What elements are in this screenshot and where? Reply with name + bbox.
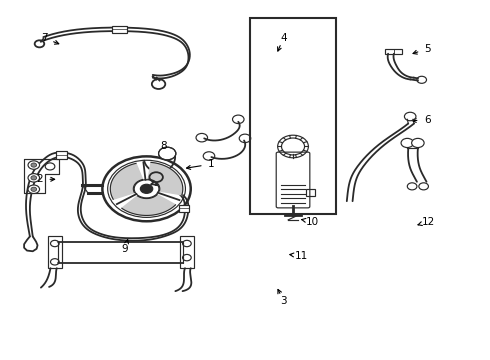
Circle shape xyxy=(31,187,37,192)
Bar xyxy=(250,18,336,213)
Bar xyxy=(306,189,315,196)
Bar xyxy=(48,237,62,268)
Polygon shape xyxy=(122,195,175,215)
Circle shape xyxy=(28,161,40,169)
Circle shape xyxy=(45,163,55,170)
Bar xyxy=(113,26,127,32)
Text: 7: 7 xyxy=(41,33,48,43)
Text: 2: 2 xyxy=(36,174,43,184)
Bar xyxy=(385,49,402,54)
Text: 5: 5 xyxy=(424,44,431,54)
Circle shape xyxy=(140,184,153,193)
Text: 6: 6 xyxy=(424,115,431,125)
Polygon shape xyxy=(110,163,143,199)
Circle shape xyxy=(401,138,414,148)
Text: 12: 12 xyxy=(422,217,435,227)
Bar xyxy=(179,205,189,212)
Circle shape xyxy=(419,183,428,190)
Text: 10: 10 xyxy=(306,217,319,227)
Bar xyxy=(56,151,67,159)
Text: 11: 11 xyxy=(295,251,308,261)
Circle shape xyxy=(31,176,37,180)
Text: 9: 9 xyxy=(122,244,128,254)
Text: 4: 4 xyxy=(280,33,287,43)
Circle shape xyxy=(28,185,40,193)
Bar xyxy=(180,237,194,268)
Circle shape xyxy=(28,174,40,182)
Circle shape xyxy=(407,183,417,190)
Text: 1: 1 xyxy=(208,159,215,169)
Circle shape xyxy=(31,163,37,167)
FancyBboxPatch shape xyxy=(276,152,310,208)
Circle shape xyxy=(159,147,176,160)
Text: 3: 3 xyxy=(280,296,287,306)
Circle shape xyxy=(412,138,424,148)
Text: 8: 8 xyxy=(160,141,167,152)
Polygon shape xyxy=(148,162,183,195)
